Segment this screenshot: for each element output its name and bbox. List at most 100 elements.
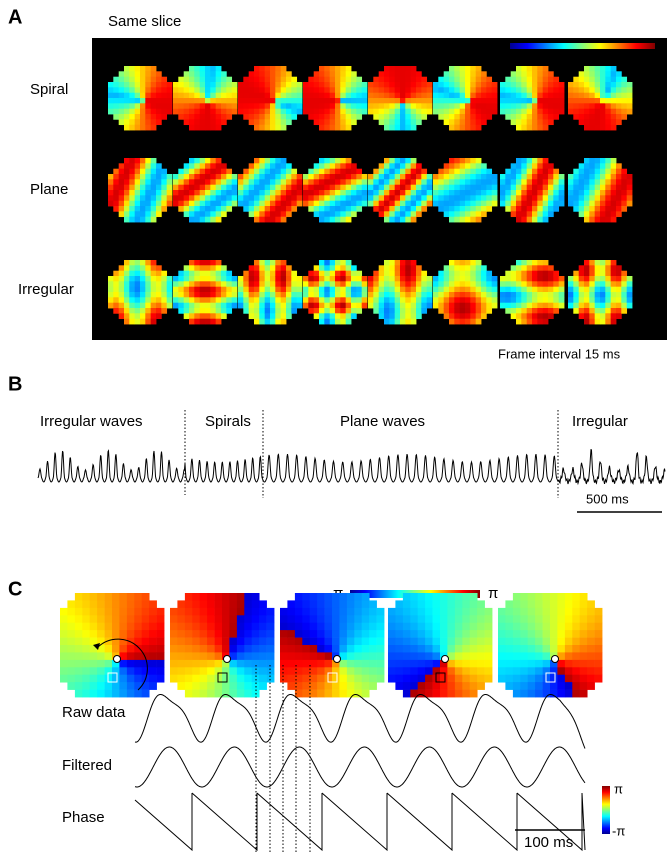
pixel [244,667,252,675]
pixel [543,206,549,212]
phase-trace [135,793,585,850]
pixel [616,77,622,83]
pixel [112,667,120,675]
pixel [433,82,439,88]
pixel [433,682,441,690]
pixel [465,292,471,298]
pixel [486,103,492,109]
pixel [543,608,551,616]
pixel [605,77,611,83]
pixel [565,690,573,698]
note: Frame interval 15 ms [498,346,621,361]
pixel [543,667,551,675]
pixel [455,667,463,675]
pixel [178,82,184,88]
pixel [411,297,417,303]
pixel [384,281,390,287]
pixel [605,119,611,125]
pixel [384,77,390,83]
pixel [486,190,492,196]
pixel [244,645,252,653]
pixel [145,260,151,266]
pixel [303,201,309,207]
pixel [226,276,232,282]
pixel [369,675,377,683]
pixel [205,87,211,93]
pixel [589,206,595,212]
pixel [205,77,211,83]
pixel [460,265,466,271]
pixel [516,163,522,169]
pixel [330,292,336,298]
pixel [521,265,527,271]
pixel [356,190,362,196]
pixel [595,119,601,125]
pixel [505,179,511,185]
pixel [317,593,325,601]
pixel [516,82,522,88]
pixel [559,87,565,93]
pixel [291,169,297,175]
pixel [354,630,362,638]
pixel [215,593,223,601]
pixel [462,652,470,660]
pixel [108,292,114,298]
pixel [505,638,513,646]
pixel [324,292,330,298]
pixel [210,119,216,125]
pixel [532,206,538,212]
pixel [433,638,441,646]
pixel [167,98,173,104]
pixel [611,77,617,83]
pixel [440,638,448,646]
pixel [605,71,611,77]
pixel [286,201,292,207]
pixel [319,77,325,83]
pixel [433,174,439,180]
pixel [362,303,368,309]
pixel [339,645,347,653]
pixel [481,211,487,217]
pixel [275,82,281,88]
pixel [346,87,352,93]
pixel [465,190,471,196]
pixel [572,667,580,675]
pixel [205,260,211,266]
pixel [317,682,325,690]
pixel [411,158,417,164]
pixel [600,119,606,125]
pixel [521,287,527,293]
pixel [368,109,374,115]
pixel [332,675,340,683]
pixel [281,190,287,196]
pixel [161,109,167,115]
pixel [207,667,215,675]
pixel [513,652,521,660]
pixel [129,308,135,314]
pixel [579,190,585,196]
pixel [135,211,141,217]
pixel [243,190,249,196]
pixel [149,675,157,683]
pixel [325,608,333,616]
pixel [354,593,362,601]
pixel [252,638,260,646]
pixel [129,125,135,131]
pixel [324,158,330,164]
pixel [395,313,401,319]
pixel [521,281,527,287]
pixel [215,682,223,690]
pixel [330,125,336,131]
pixel [438,281,444,287]
pixel [400,103,406,109]
pixel [161,174,167,180]
pixel [308,276,314,282]
pixel [548,313,554,319]
pixel [465,103,471,109]
pixel [265,271,271,277]
pixel [605,297,611,303]
pixel [521,185,527,191]
pixel [543,163,549,169]
pixel [259,158,265,164]
pixel [194,163,200,169]
